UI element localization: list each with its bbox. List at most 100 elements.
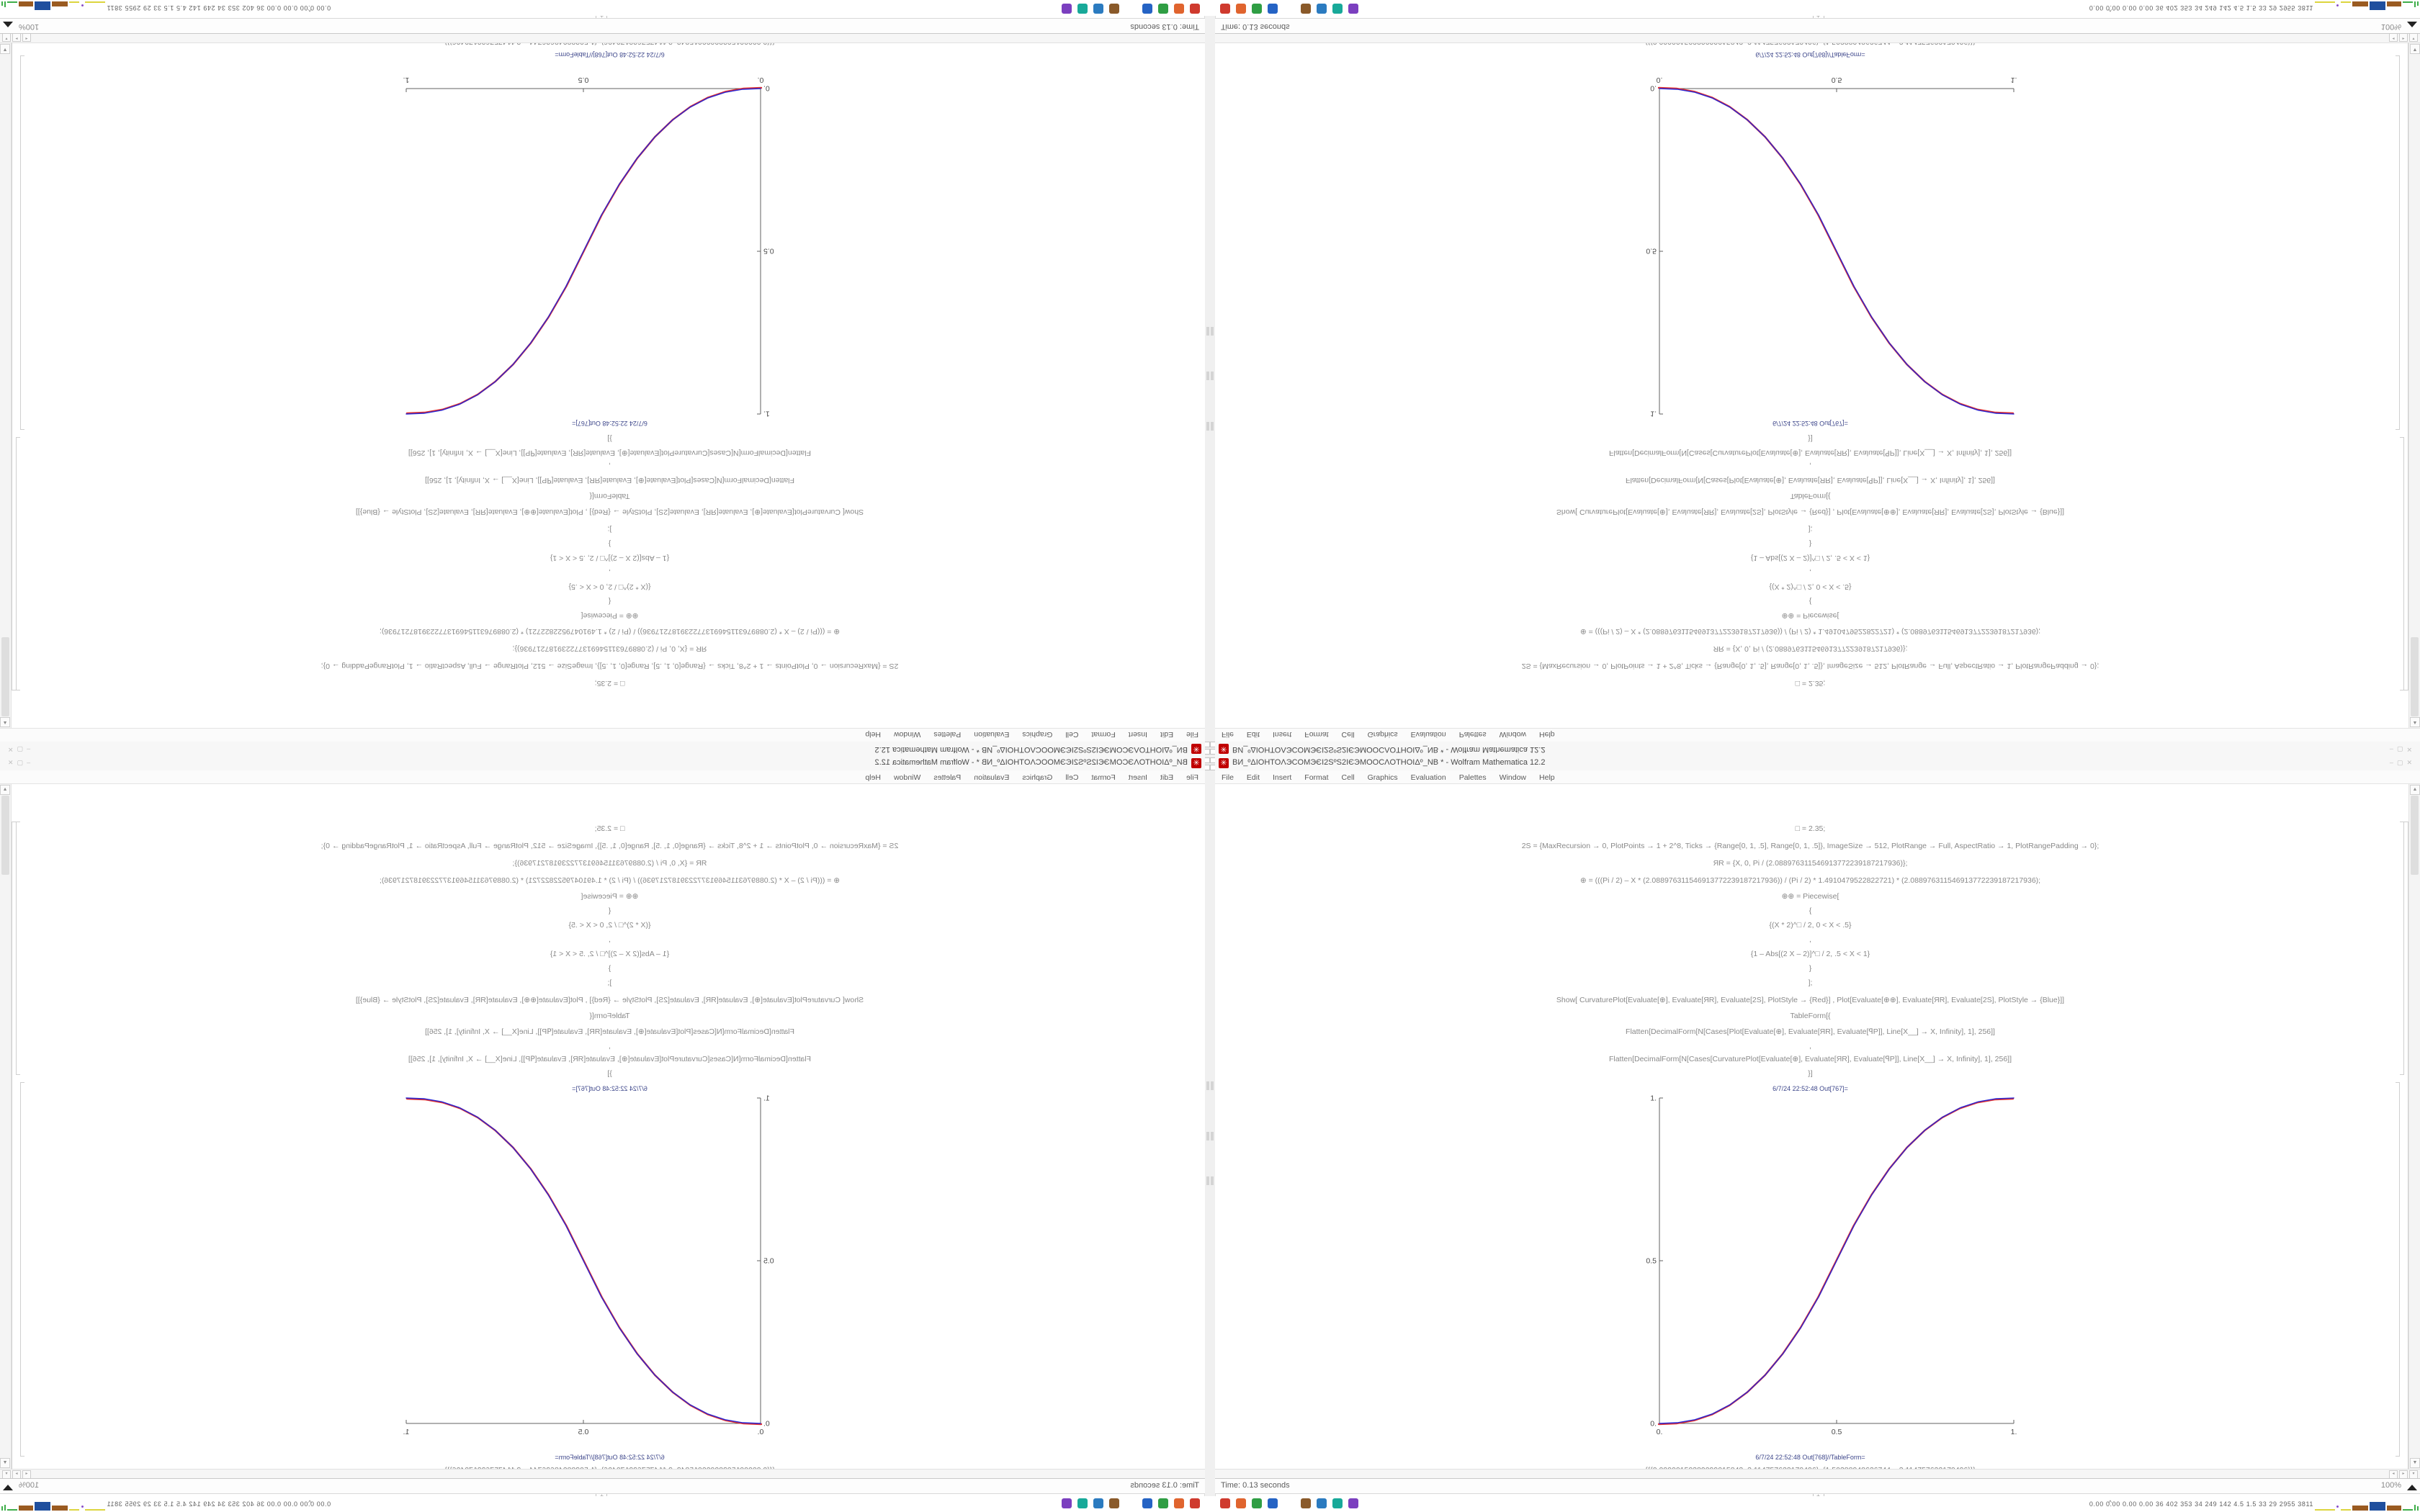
code-line[interactable]: } <box>1809 964 1812 973</box>
cell-bracket[interactable] <box>16 437 20 690</box>
cell-bracket-group[interactable] <box>12 822 16 1493</box>
menu-item-help[interactable]: Help <box>865 773 881 782</box>
close-icon[interactable]: ✕ <box>2406 746 2416 753</box>
vertical-scrollbar[interactable]: ▲ ▼ <box>2408 784 2420 1469</box>
code-line[interactable]: Flatten[DecimalForm[N[Cases[CurvaturePlo… <box>1608 1055 2012 1063</box>
code-line[interactable]: Flatten[DecimalForm[N[Cases[CurvaturePlo… <box>408 1055 812 1063</box>
menu-item-file[interactable]: File <box>1222 730 1234 739</box>
code-line[interactable]: Flatten[DecimalForm[N[Cases[CurvaturePlo… <box>1608 449 2012 457</box>
background-window-button-icon[interactable] <box>1204 757 1210 763</box>
code-line[interactable]: } <box>1809 539 1812 548</box>
code-line[interactable]: 2S = {MaxRecursion → 0, PlotPoints → 1 +… <box>321 662 899 670</box>
app-icon-orange[interactable] <box>1236 4 1246 14</box>
code-line[interactable]: } <box>608 539 611 548</box>
code-line[interactable]: Flatten[DecimalForm[N[Cases[Plot[Evaluat… <box>1626 1027 1995 1036</box>
menu-item-palettes[interactable]: Palettes <box>1458 773 1487 782</box>
code-line[interactable]: ⊕ = (((Pi / 2) – X * (2.0889763115469137… <box>1579 876 2041 885</box>
app-icon-green[interactable] <box>1158 4 1168 14</box>
code-line[interactable]: ]; <box>1808 525 1813 534</box>
menu-item-cell[interactable]: Cell <box>1065 773 1079 782</box>
code-line[interactable]: 2S = {MaxRecursion → 0, PlotPoints → 1 +… <box>1521 662 2099 670</box>
vertical-scrollbar[interactable]: ▲ ▼ <box>0 43 12 728</box>
horizontal-scrollbar[interactable]: ◂ ▸ ▾ <box>0 33 1205 43</box>
cell-bracket-group[interactable] <box>12 19 16 690</box>
close-icon[interactable]: ✕ <box>4 759 14 766</box>
maximize-icon[interactable]: ▢ <box>2396 746 2407 753</box>
menu-item-graphics[interactable]: Graphics <box>1022 773 1053 782</box>
window-titlebar[interactable]: ✳ ВИ_ºΔIOHTOΛЭCOMЭЄI2SºS2IЄЭMOOCΛOTHOIΔº… <box>1215 741 2420 756</box>
app-icon-orange[interactable] <box>1236 1498 1246 1508</box>
menu-item-insert[interactable]: Insert <box>1128 730 1147 739</box>
scroll-up-icon[interactable]: ▲ <box>2410 785 2420 795</box>
menu-item-cell[interactable]: Cell <box>1341 730 1355 739</box>
app-icon-lightblue[interactable] <box>1093 4 1103 14</box>
notebook-content[interactable]: □ = 2.35; 2S = {MaxRecursion → 0, PlotPoi… <box>0 11 1205 728</box>
code-line[interactable]: Flatten[DecimalForm[N[Cases[Plot[Evaluat… <box>1626 476 1995 485</box>
menu-item-help[interactable]: Help <box>1539 730 1555 739</box>
code-line[interactable]: ⊕⊕ = Piecewise[ <box>581 611 639 620</box>
background-window-button-icon[interactable] <box>1204 765 1210 770</box>
app-icon-purple[interactable] <box>1062 1498 1072 1508</box>
minimize-icon[interactable]: – <box>2389 759 2397 766</box>
app-icon-green[interactable] <box>1158 1498 1168 1508</box>
code-line[interactable]: , <box>1809 1042 1811 1050</box>
app-icon-brown[interactable] <box>1109 4 1119 14</box>
code-line[interactable]: TableForm[{ <box>1790 492 1831 500</box>
app-icon-red[interactable] <box>1220 1498 1230 1508</box>
menu-item-insert[interactable]: Insert <box>1128 773 1147 782</box>
menu-item-format[interactable]: Format <box>1304 773 1329 782</box>
menu-item-palettes[interactable]: Palettes <box>1458 730 1487 739</box>
menu-item-cell[interactable]: Cell <box>1341 773 1355 782</box>
code-line[interactable]: TableForm[{ <box>1790 1012 1831 1020</box>
code-line[interactable]: , <box>609 568 611 577</box>
code-line[interactable]: , <box>609 462 611 470</box>
magnification-label[interactable]: 100% <box>2380 22 2401 31</box>
notebook-content[interactable]: □ = 2.35; 2S = {MaxRecursion → 0, PlotPoi… <box>1215 784 2420 1501</box>
menu-item-edit[interactable]: Edit <box>1160 730 1174 739</box>
menu-item-palettes[interactable]: Palettes <box>933 773 962 782</box>
scroll-down-icon[interactable]: ▼ <box>2410 1458 2420 1468</box>
app-icon-lightblue[interactable] <box>1317 1498 1327 1508</box>
app-icon-teal[interactable] <box>1332 4 1343 14</box>
vertical-scrollbar[interactable]: ▲ ▼ <box>2408 43 2420 728</box>
code-line[interactable]: □ = 2.35; <box>594 679 625 688</box>
code-line[interactable]: Flatten[DecimalForm[N[Cases[CurvaturePlo… <box>408 449 812 457</box>
app-icon-blue[interactable] <box>1142 4 1152 14</box>
app-icon-green[interactable] <box>1252 1498 1262 1508</box>
code-line[interactable]: TableForm[{ <box>589 492 630 500</box>
app-icon-green[interactable] <box>1252 4 1262 14</box>
menu-item-cell[interactable]: Cell <box>1065 730 1079 739</box>
app-icon-brown[interactable] <box>1301 1498 1311 1508</box>
code-line[interactable]: Show[ CurvaturePlot[Evaluate[⊕], Evaluat… <box>355 996 864 1004</box>
code-line[interactable]: ЯR = {X, 0, Pi / (2.08897631154691377223… <box>512 644 707 653</box>
code-line[interactable]: ⊕ = (((Pi / 2) – X * (2.0889763115469137… <box>379 876 841 885</box>
magnification-dropdown-caret-icon[interactable]: ▾ <box>2 33 11 42</box>
app-icon-red[interactable] <box>1190 1498 1200 1508</box>
notebook-content[interactable]: □ = 2.35; 2S = {MaxRecursion → 0, PlotPoi… <box>0 784 1205 1501</box>
menu-item-palettes[interactable]: Palettes <box>933 730 962 739</box>
menu-item-file[interactable]: File <box>1186 730 1198 739</box>
code-line[interactable]: {1 – Abs[(2 X – 2)]^□ / 2, .5 < X < 1} <box>1750 950 1870 958</box>
app-icon-brown[interactable] <box>1109 1498 1119 1508</box>
cell-bracket-output[interactable] <box>20 1082 24 1457</box>
hscroll-left-icon[interactable]: ◂ <box>22 33 31 42</box>
code-line[interactable]: □ = 2.35; <box>594 824 625 833</box>
menu-item-edit[interactable]: Edit <box>1246 730 1260 739</box>
code-line[interactable]: , <box>1809 568 1811 577</box>
app-icon-red[interactable] <box>1220 4 1230 14</box>
horizontal-scrollbar[interactable]: ◂ ▸ ▾ <box>1215 1469 2420 1479</box>
code-line[interactable]: 2S = {MaxRecursion → 0, PlotPoints → 1 +… <box>321 842 899 850</box>
vertical-scrollbar[interactable]: ▲ ▼ <box>0 784 12 1469</box>
minimize-icon[interactable]: – <box>23 746 31 753</box>
scroll-down-icon[interactable]: ▼ <box>0 1458 10 1468</box>
close-icon[interactable]: ✕ <box>4 746 14 753</box>
app-icon-blue[interactable] <box>1268 1498 1278 1508</box>
menu-item-edit[interactable]: Edit <box>1160 773 1174 782</box>
code-line[interactable]: Show[ CurvaturePlot[Evaluate[⊕], Evaluat… <box>1556 508 2065 516</box>
code-line[interactable]: □ = 2.35; <box>1795 824 1826 833</box>
magnification-label[interactable]: 100% <box>19 22 40 31</box>
menu-item-format[interactable]: Format <box>1304 730 1329 739</box>
close-icon[interactable]: ✕ <box>2406 759 2416 766</box>
minimize-icon[interactable]: – <box>23 759 31 766</box>
menu-item-graphics[interactable]: Graphics <box>1367 730 1398 739</box>
